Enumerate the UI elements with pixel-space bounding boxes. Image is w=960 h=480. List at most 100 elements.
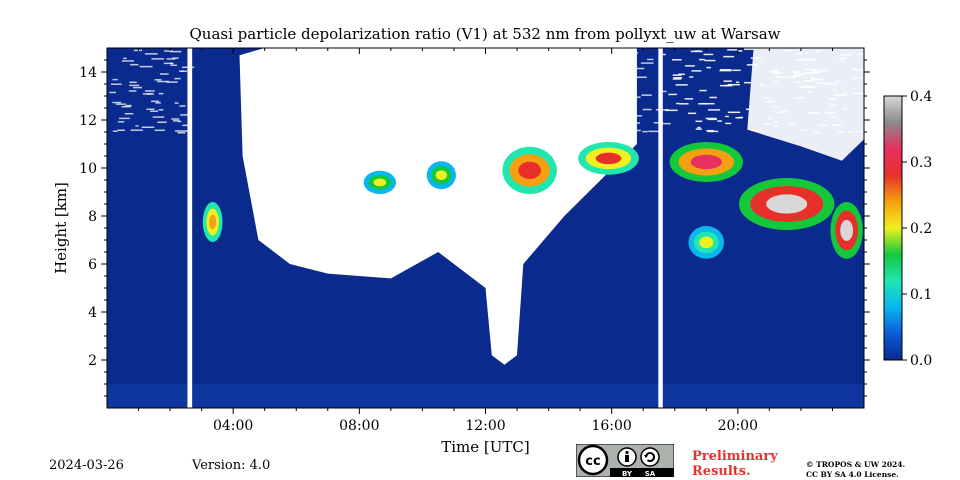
noise-speck <box>641 94 652 96</box>
y-tick-label: 2 <box>88 353 97 369</box>
noise-speck <box>745 108 750 111</box>
noise-speck <box>295 77 301 79</box>
noise-speck <box>305 130 317 132</box>
noise-speck <box>542 105 555 107</box>
noise-speck <box>166 81 178 83</box>
noise-speck <box>423 131 433 133</box>
noise-speck <box>529 103 541 105</box>
feature-core <box>840 219 854 241</box>
noise-speck <box>157 121 167 124</box>
noise-speck <box>364 119 373 122</box>
noise-speck <box>367 83 374 85</box>
noise-speck <box>620 109 632 111</box>
noise-speck <box>170 64 177 67</box>
noise-speck <box>174 102 179 104</box>
colorbar-tick-label: 0.2 <box>910 221 932 237</box>
noise-speck <box>368 72 377 75</box>
noise-speck <box>129 84 140 87</box>
noise-speck <box>613 131 619 134</box>
noise-speck <box>130 129 143 131</box>
upper-right-masked-region <box>747 48 864 161</box>
feature-core <box>518 161 542 180</box>
noise-speck <box>181 70 187 73</box>
noise-speck <box>151 58 165 60</box>
noise-speck <box>725 115 729 118</box>
noise-speck <box>280 117 291 119</box>
noise-speck <box>274 119 284 121</box>
noise-speck <box>517 111 522 113</box>
x-tick-label: 16:00 <box>591 418 631 434</box>
noise-speck <box>358 88 371 91</box>
noise-speck <box>431 73 443 75</box>
noise-speck <box>510 87 523 90</box>
noise-speck <box>329 48 334 50</box>
noise-speck <box>665 109 678 112</box>
noise-speck <box>661 90 667 93</box>
noise-speck <box>305 109 311 111</box>
noise-speck <box>331 78 342 80</box>
noise-speck <box>432 56 442 58</box>
noise-speck <box>135 125 139 127</box>
noise-speck <box>476 103 481 105</box>
noise-speck <box>702 102 715 105</box>
x-tick-label: 20:00 <box>718 418 758 434</box>
noise-speck <box>634 96 641 98</box>
noise-speck <box>166 58 176 60</box>
noise-speck <box>672 59 682 61</box>
noise-speck <box>562 58 575 61</box>
noise-speck <box>321 119 333 122</box>
noise-speck <box>373 102 387 105</box>
y-tick-label: 6 <box>88 257 97 273</box>
noise-speck <box>144 53 158 55</box>
noise-speck <box>124 112 134 115</box>
noise-speck <box>370 71 374 74</box>
noise-speck <box>394 124 403 126</box>
noise-speck <box>497 67 504 70</box>
noise-speck <box>705 117 717 120</box>
noise-speck <box>418 124 425 127</box>
noise-speck <box>317 53 331 55</box>
noise-speck <box>448 71 455 73</box>
noise-speck <box>553 104 562 106</box>
noise-speck <box>564 82 569 85</box>
noise-speck <box>513 85 526 88</box>
noise-speck <box>642 130 648 133</box>
noise-speck <box>182 124 189 127</box>
noise-speck <box>609 90 618 92</box>
noise-speck <box>287 131 301 134</box>
noise-speck <box>290 88 297 91</box>
noise-speck <box>672 74 682 76</box>
noise-speck <box>379 51 386 54</box>
noise-speck <box>391 110 399 112</box>
noise-speck <box>672 78 682 80</box>
noise-speck <box>727 49 739 51</box>
noise-speck <box>506 96 512 99</box>
noise-speck <box>311 116 324 118</box>
noise-speck <box>330 65 338 67</box>
noise-speck <box>727 111 741 114</box>
cc-by-sa-license-badge[interactable]: cc BY SA <box>576 444 674 477</box>
noise-speck <box>629 122 641 124</box>
noise-speck <box>612 114 626 117</box>
noise-speck <box>707 130 719 133</box>
noise-speck <box>506 88 512 91</box>
noise-speck <box>361 85 370 87</box>
noise-speck <box>115 103 126 105</box>
copyright-notice: © TROPOS & UW 2024. CC BY SA 4.0 License… <box>806 460 905 480</box>
noise-speck <box>575 86 584 88</box>
noise-speck <box>303 122 314 125</box>
noise-speck <box>600 99 612 101</box>
noise-speck <box>454 131 464 134</box>
noise-speck <box>591 66 604 69</box>
noise-speck <box>646 58 654 61</box>
noise-speck <box>382 118 396 120</box>
feature-core <box>595 152 622 165</box>
noise-speck <box>506 80 513 83</box>
noise-speck <box>287 91 291 93</box>
noise-speck <box>283 69 290 72</box>
noise-speck <box>377 67 389 70</box>
noise-speck <box>481 83 495 85</box>
noise-speck <box>640 62 654 64</box>
noise-speck <box>293 68 298 71</box>
